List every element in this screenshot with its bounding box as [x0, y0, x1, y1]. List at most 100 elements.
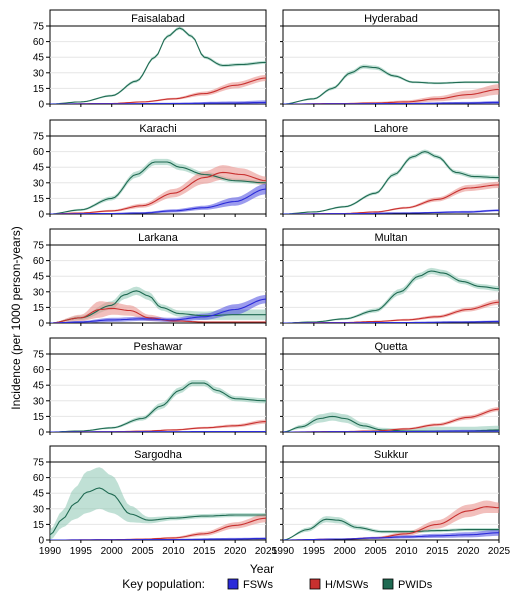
legend: Key population: FSWs H/MSWs PWIDs [122, 577, 432, 591]
line-pwids [283, 66, 499, 104]
panel-lahore: Lahore [280, 119, 500, 217]
panel-hyderabad: Hyderabad [280, 9, 500, 107]
band-pwids [283, 267, 499, 323]
x-tick-label: 1995 [303, 546, 326, 557]
series-group [50, 158, 266, 214]
legend-swatch [309, 578, 321, 590]
band-h-msws [283, 181, 499, 214]
x-tick-label: 2005 [131, 546, 154, 557]
y-tick-label: 15 [33, 194, 45, 205]
x-tick-label: 2000 [101, 546, 124, 557]
line-h-msws [50, 171, 266, 214]
panel-karachi: Karachi 0 15 30 45 60 75 [33, 119, 267, 221]
legend-label: PWIDs [398, 579, 433, 591]
legend-item-fsws: FSWs [227, 578, 273, 591]
x-tick-label: 2005 [364, 546, 387, 557]
line-fsws [283, 101, 499, 104]
y-tick-label: 45 [33, 272, 45, 283]
x-tick-label: 2025 [488, 546, 511, 557]
x-tick-label: 2015 [426, 546, 449, 557]
band-fsws [283, 529, 499, 540]
y-tick-label: 15 [33, 84, 45, 95]
line-fsws [283, 320, 499, 323]
x-tick-label: 1990 [272, 546, 295, 557]
line-h-msws [50, 307, 266, 323]
x-tick-label: 2010 [395, 546, 418, 557]
legend-label: FSWs [243, 579, 273, 591]
y-tick-label: 30 [33, 68, 45, 79]
panel-multan: Multan [280, 228, 500, 326]
y-tick-label: 15 [33, 412, 45, 423]
y-tick-label: 60 [33, 365, 45, 376]
line-pwids [50, 161, 266, 214]
y-tick-label: 45 [33, 163, 45, 174]
panel-title: Faisalabad [131, 13, 185, 25]
line-fsws [283, 209, 499, 214]
y-tick-label: 0 [38, 536, 44, 547]
line-fsws [50, 298, 266, 323]
x-tick-label: 2020 [224, 546, 247, 557]
line-pwids [283, 270, 499, 323]
x-tick-label: 1995 [70, 546, 93, 557]
y-tick-label: 75 [33, 458, 45, 469]
series-group [283, 64, 499, 104]
line-pwids [50, 27, 266, 104]
y-tick-label: 75 [33, 241, 45, 252]
band-h-msws [283, 84, 499, 104]
line-pwids [50, 290, 266, 323]
panel-sukkur: Sukkur 1990 1995 2000 2005 2010 2015 2020 2025 [272, 445, 511, 557]
legend-item-pwids: PWIDs [382, 578, 433, 591]
series-group [283, 500, 499, 540]
band-pwids [50, 380, 266, 432]
line-pwids [50, 382, 266, 432]
y-tick-label: 0 [38, 100, 44, 111]
x-tick-label: 2015 [193, 546, 216, 557]
series-group [50, 467, 266, 540]
band-h-msws [50, 301, 266, 323]
line-fsws [283, 430, 499, 432]
y-tick-label: 45 [33, 381, 45, 392]
panel-title: Quetta [374, 341, 408, 353]
y-tick-label: 30 [33, 287, 45, 298]
band-h-msws [50, 419, 266, 432]
x-axis-title: Year [250, 562, 274, 576]
y-tick-label: 45 [33, 53, 45, 64]
y-tick-label: 0 [38, 210, 44, 221]
band-h-msws [50, 74, 266, 104]
line-fsws [50, 101, 266, 104]
y-tick-label: 60 [33, 147, 45, 158]
plot-area [282, 461, 500, 541]
series-group [283, 407, 499, 432]
legend-swatch [227, 578, 239, 590]
series-group [50, 26, 266, 104]
legend-label: H/MSWs [325, 579, 369, 591]
y-tick-label: 75 [33, 350, 45, 361]
band-pwids [50, 467, 266, 540]
y-tick-label: 45 [33, 489, 45, 500]
x-tick-label: 2000 [334, 546, 357, 557]
panel-title: Sukkur [374, 449, 409, 461]
band-fsws [283, 209, 499, 214]
band-h-msws [283, 500, 499, 540]
line-pwids [50, 487, 266, 536]
panel-title: Lahore [374, 123, 408, 135]
y-tick-label: 60 [33, 473, 45, 484]
series-group [50, 286, 266, 323]
x-tick-label: 2020 [457, 546, 480, 557]
y-tick-label: 60 [33, 37, 45, 48]
line-fsws [50, 430, 266, 432]
line-pwids [283, 151, 499, 214]
band-h-msws [50, 165, 266, 214]
panel-title: Larkana [138, 232, 179, 244]
y-tick-label: 0 [38, 319, 44, 330]
x-tick-label: 2025 [255, 546, 278, 557]
panel-title: Karachi [139, 123, 176, 135]
panel-sargodha: Sargodha 0 15 30 45 60 75 1990 1995 2000 2005 2010 2… [33, 445, 278, 557]
legend-title: Key population: [122, 577, 205, 591]
x-tick-label: 1990 [39, 546, 62, 557]
panel-peshawar: Peshawar 0 15 30 45 60 75 [33, 337, 267, 439]
y-tick-label: 0 [38, 428, 44, 439]
y-tick-label: 30 [33, 178, 45, 189]
panel-title: Peshawar [134, 341, 183, 353]
